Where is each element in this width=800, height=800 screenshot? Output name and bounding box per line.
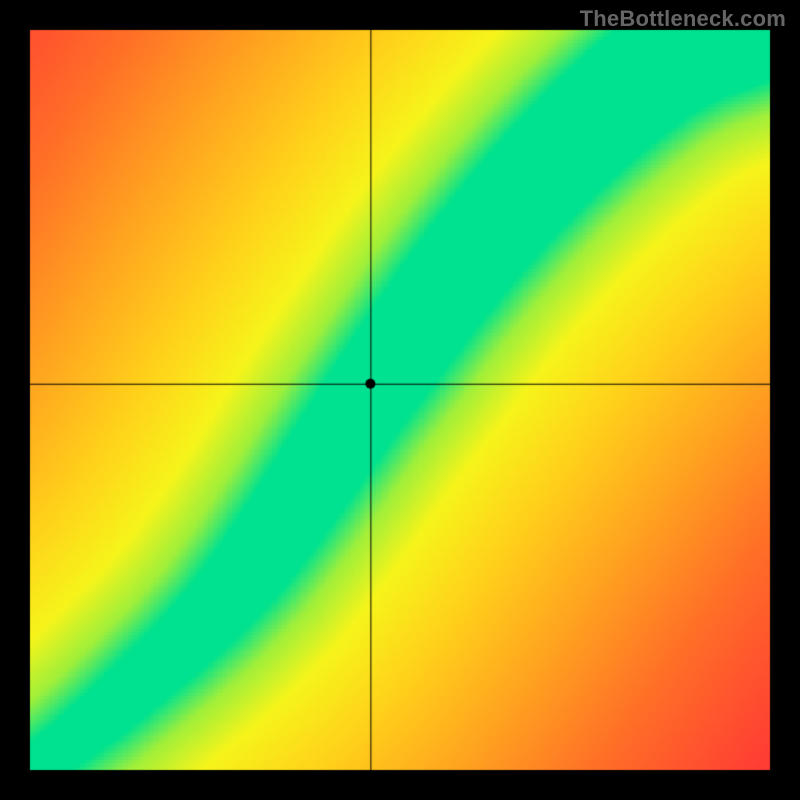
watermark-text: TheBottleneck.com [580, 6, 786, 32]
heatmap-canvas [0, 0, 800, 800]
chart-container: TheBottleneck.com [0, 0, 800, 800]
